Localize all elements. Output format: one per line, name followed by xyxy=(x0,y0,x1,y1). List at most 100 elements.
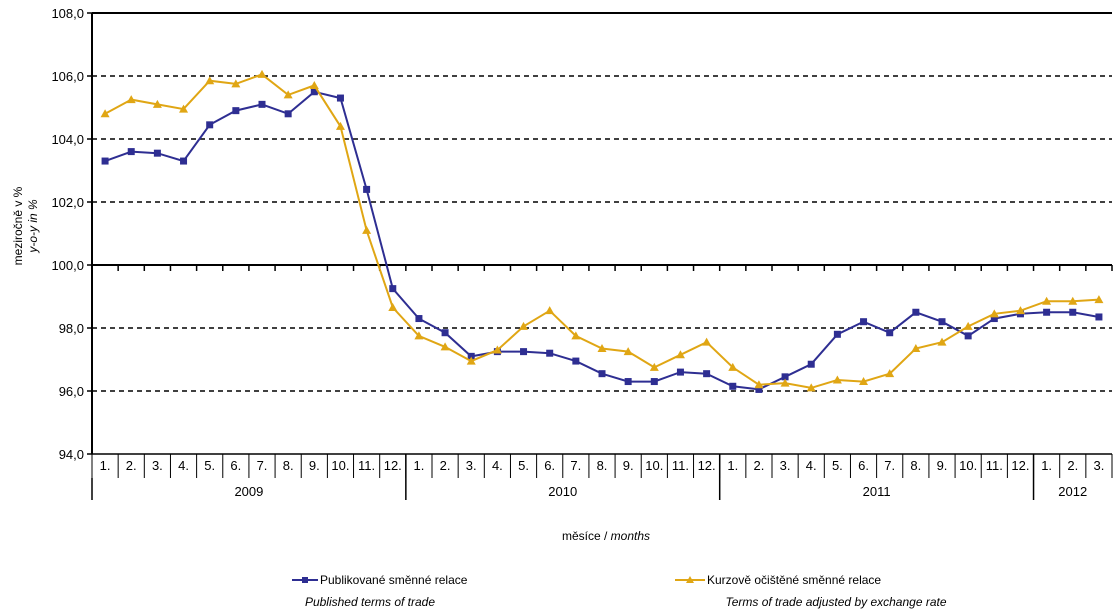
data-point-published xyxy=(258,100,266,108)
x-axis-label-sep: / xyxy=(601,529,611,543)
data-point-adjusted xyxy=(283,90,293,99)
data-point-adjusted xyxy=(257,69,267,78)
data-point-adjusted xyxy=(623,347,633,356)
y-tick-label: 108,0 xyxy=(51,6,84,21)
data-point-published xyxy=(572,357,580,365)
x-tick-label: 10. xyxy=(645,458,663,473)
legend: Publikované směnné relace Published term… xyxy=(292,573,947,609)
data-point-published xyxy=(912,308,920,316)
x-tick-label: 12. xyxy=(698,458,716,473)
data-point-adjusted xyxy=(414,331,424,340)
x-tick-label: 4. xyxy=(806,458,817,473)
x-tick-label: 8. xyxy=(910,458,921,473)
data-point-adjusted xyxy=(911,343,921,352)
data-point-adjusted xyxy=(728,362,738,371)
x-tick-label: 1. xyxy=(100,458,111,473)
x-tick-label: 12. xyxy=(384,458,402,473)
data-point-adjusted xyxy=(100,109,110,118)
data-point-published xyxy=(336,94,344,102)
x-tick-label: 6. xyxy=(230,458,241,473)
year-label: 2012 xyxy=(1058,484,1087,499)
data-point-published xyxy=(886,329,894,337)
x-axis-label-cz: měsíce xyxy=(562,529,601,543)
x-tick-label: 10. xyxy=(959,458,977,473)
x-tick-label: 2. xyxy=(754,458,765,473)
data-point-adjusted xyxy=(492,345,502,354)
y-axis-label: meziročně v % xyxy=(11,186,25,265)
x-tick-label: 8. xyxy=(283,458,294,473)
x-tick-label: 3. xyxy=(780,458,791,473)
data-point-published xyxy=(964,332,972,340)
y-tick-label: 100,0 xyxy=(51,258,84,273)
data-point-published xyxy=(781,373,789,381)
y-tick-label: 104,0 xyxy=(51,132,84,147)
data-point-adjusted xyxy=(205,76,215,85)
data-point-adjusted xyxy=(466,356,476,365)
data-point-published xyxy=(1095,313,1103,321)
data-point-published xyxy=(232,107,240,115)
x-tick-label: 12. xyxy=(1011,458,1029,473)
data-point-adjusted xyxy=(806,383,816,392)
year-label: 2010 xyxy=(548,484,577,499)
x-tick-label: 5. xyxy=(832,458,843,473)
data-point-published xyxy=(598,370,606,378)
year-label: 2009 xyxy=(234,484,263,499)
x-tick-label: 11. xyxy=(358,458,375,473)
x-axis-label-en: months xyxy=(611,529,650,543)
data-point-published xyxy=(415,315,423,323)
x-tick-label: 3. xyxy=(1094,458,1105,473)
x-tick-label: 2. xyxy=(126,458,137,473)
x-axis-label: měsíce / months xyxy=(562,529,650,543)
x-tick-label: 3. xyxy=(152,458,163,473)
data-point-adjusted xyxy=(440,342,450,351)
y-tick-label: 98,0 xyxy=(59,321,84,336)
legend-label-adjusted: Kurzově očištěné směnné relace xyxy=(707,573,881,587)
data-point-published xyxy=(833,330,841,338)
data-point-adjusted xyxy=(231,79,241,88)
data-point-published xyxy=(650,378,658,386)
data-point-published xyxy=(703,370,711,378)
data-point-published xyxy=(729,382,737,390)
data-point-published xyxy=(441,329,449,337)
data-point-published xyxy=(206,121,214,129)
data-point-published xyxy=(546,349,554,357)
y-tick-label: 96,0 xyxy=(59,384,84,399)
data-point-adjusted xyxy=(989,309,999,318)
year-label: 2011 xyxy=(863,484,891,499)
x-tick-label: 6. xyxy=(544,458,555,473)
x-tick-label: 1. xyxy=(727,458,738,473)
legend-marker-adjusted xyxy=(686,576,694,583)
x-tick-label: 7. xyxy=(257,458,268,473)
data-point-adjusted xyxy=(571,331,581,340)
series-lines xyxy=(100,69,1104,393)
x-tick-label: 1. xyxy=(414,458,425,473)
data-point-adjusted xyxy=(519,321,529,330)
legend-label-published: Publikované směnné relace xyxy=(320,573,468,587)
data-point-adjusted xyxy=(545,306,555,315)
legend-marker-published xyxy=(302,577,308,583)
x-tick-label: 11. xyxy=(986,458,1003,473)
data-point-adjusted xyxy=(1094,295,1104,304)
tick-labels: 94,0 96,0 98,0 100,0 102,0 104,0 106,0 108,0 1. 2… xyxy=(51,6,1104,499)
x-tick-label: 7. xyxy=(884,458,895,473)
x-tick-label: 1. xyxy=(1041,458,1052,473)
data-point-adjusted xyxy=(1068,296,1078,305)
x-tick-label: 10. xyxy=(331,458,349,473)
data-point-adjusted xyxy=(1015,306,1025,315)
data-point-published xyxy=(520,348,528,356)
x-tick-label: 9. xyxy=(309,458,320,473)
data-point-adjusted xyxy=(362,225,372,234)
data-point-adjusted xyxy=(335,121,345,130)
x-tick-label: 6. xyxy=(858,458,869,473)
data-point-adjusted xyxy=(937,337,947,346)
data-point-adjusted xyxy=(152,99,162,108)
data-point-published xyxy=(938,318,946,326)
y-tick-label: 106,0 xyxy=(51,69,84,84)
x-tick-label: 2. xyxy=(1067,458,1078,473)
data-point-adjusted xyxy=(702,337,712,346)
data-point-published xyxy=(1043,308,1051,316)
x-tick-label: 7. xyxy=(570,458,581,473)
data-point-published xyxy=(284,110,292,118)
data-point-published xyxy=(467,352,475,360)
